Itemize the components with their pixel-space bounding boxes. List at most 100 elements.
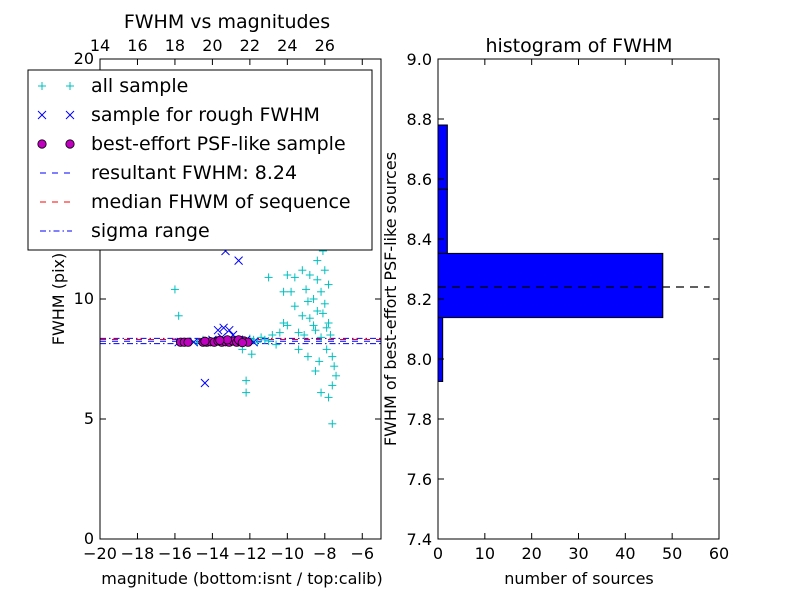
legend-marker-b-1 — [65, 110, 75, 120]
point-0-20 — [268, 331, 277, 339]
point-0-56 — [330, 362, 339, 371]
hist-bar-0 — [437, 317, 444, 383]
point-1-4 — [219, 323, 228, 333]
point-0-18 — [260, 335, 269, 344]
legend-marker-b-1-b — [65, 110, 75, 120]
point-0-49 — [320, 299, 329, 308]
top-tick-label-3: 20 — [202, 36, 222, 55]
legend-marker-b-0 — [66, 82, 74, 90]
point-0-0 — [170, 285, 179, 294]
top-tick-label-4: 22 — [240, 36, 260, 55]
hist-ytick-label-6: 8.6 — [407, 170, 432, 189]
legend-box — [27, 69, 373, 251]
hist-xtick-label-6: 60 — [709, 544, 729, 563]
point-0-75 — [303, 297, 312, 306]
point-0-27 — [275, 328, 284, 337]
histogram-axes: 0 10 20 30 40 50 60 7.4 7.6 7.8 8.0 8.2 8.4 8.6 8.8 9.0 — [407, 50, 730, 563]
histogram-ylabel: FWHM of best-effort PSF-like sources — [381, 152, 400, 446]
scatter-xlabel: magnitude (bottom:isnt / top:calib) — [101, 569, 382, 588]
point-1-3 — [213, 325, 223, 335]
point-0-42 — [311, 326, 320, 335]
legend-marker-a-1 — [37, 110, 47, 120]
point-0-24 — [247, 350, 256, 359]
point-1-0-b — [200, 378, 210, 388]
point-0-52 — [324, 319, 333, 327]
point-1-5 — [224, 325, 234, 335]
legend-marker-a-0 — [38, 82, 46, 90]
point-0-31 — [283, 271, 292, 279]
hist-ytick-label-7: 8.8 — [407, 110, 432, 129]
scatter-legend: all sample sample for rough FWHM best-effo… — [27, 69, 373, 251]
point-0-53 — [324, 280, 333, 289]
xtick-label-2: −16 — [158, 544, 192, 563]
ytick-label-2: 10 — [74, 289, 94, 308]
point-0-60 — [328, 419, 337, 428]
legend-label-0: all sample — [91, 75, 188, 97]
point-0-34 — [294, 328, 303, 337]
point-0-26 — [272, 340, 281, 349]
point-0-32 — [287, 287, 296, 296]
legend-label-3: resultant FWHM: 8.24 — [91, 162, 297, 184]
point-0-30 — [279, 287, 288, 296]
point-0-55 — [328, 352, 337, 361]
point-1-3-b — [213, 325, 223, 335]
point-0-33 — [290, 302, 299, 311]
point-0-21 — [242, 376, 251, 385]
top-tick-label-0: 14 — [90, 36, 110, 55]
top-tick-label-1: 16 — [127, 36, 147, 55]
point-0-29 — [283, 321, 292, 330]
xtick-label-5: −10 — [270, 544, 304, 563]
hist-bar-3 — [437, 124, 448, 190]
point-0-69 — [290, 273, 299, 282]
hist-ytick-label-5: 8.4 — [407, 230, 432, 249]
point-0-59 — [324, 393, 333, 402]
scatter-title: FWHM vs magnitudes — [124, 11, 330, 33]
xtick-label-0: −20 — [83, 544, 117, 563]
point-0-39 — [305, 271, 314, 279]
ytick-label-3: 20 — [74, 49, 94, 68]
hist-ytick-label-0: 7.4 — [407, 530, 432, 549]
point-1-4-b — [219, 323, 228, 333]
hist-bar-2 — [437, 188, 448, 254]
point-0-68 — [298, 266, 307, 275]
legend-label-4: median FHWM of sequence — [91, 191, 351, 213]
scatter-marks — [100, 218, 381, 428]
point-0-51 — [322, 345, 331, 354]
xtick-label-3: −14 — [196, 544, 230, 563]
top-tick-label-2: 18 — [165, 36, 185, 55]
legend-marker-a-1-b — [37, 110, 47, 120]
point-0-36 — [302, 285, 311, 294]
xtick-label-7: −6 — [350, 544, 374, 563]
point-0-54 — [326, 331, 335, 339]
point-0-65 — [315, 357, 324, 366]
point-0-57 — [332, 371, 341, 380]
point-0-44 — [313, 307, 322, 315]
point-0-38 — [305, 314, 314, 323]
legend-label-2: best-effort PSF-like sample — [91, 133, 346, 155]
hist-xtick-label-2: 20 — [521, 544, 541, 563]
point-0-50 — [320, 266, 329, 275]
point-0-70 — [313, 275, 322, 284]
point-1-2-b — [234, 256, 243, 265]
hist-xtick-label-4: 40 — [615, 544, 635, 563]
hist-xtick-label-3: 30 — [568, 544, 588, 563]
point-2-17 — [215, 335, 225, 345]
hist-ytick-label-2: 7.8 — [407, 410, 432, 429]
point-0-22 — [242, 388, 251, 397]
legend-marker-b-2 — [65, 139, 75, 149]
xtick-label-4: −12 — [233, 544, 267, 563]
point-0-41 — [309, 295, 318, 303]
point-0-46 — [317, 287, 326, 296]
point-0-72 — [322, 323, 331, 332]
hist-ytick-label-8: 9.0 — [407, 50, 432, 69]
hist-xtick-label-0: 0 — [433, 544, 443, 563]
point-0-16 — [253, 338, 262, 347]
point-0-71 — [318, 309, 327, 318]
hist-ytick-label-1: 7.6 — [407, 470, 432, 489]
point-2-2 — [183, 337, 193, 347]
point-0-43 — [313, 256, 322, 265]
legend-marker-a-2 — [37, 139, 47, 149]
scatter-ylabel: FWHM (pix) — [49, 253, 68, 346]
